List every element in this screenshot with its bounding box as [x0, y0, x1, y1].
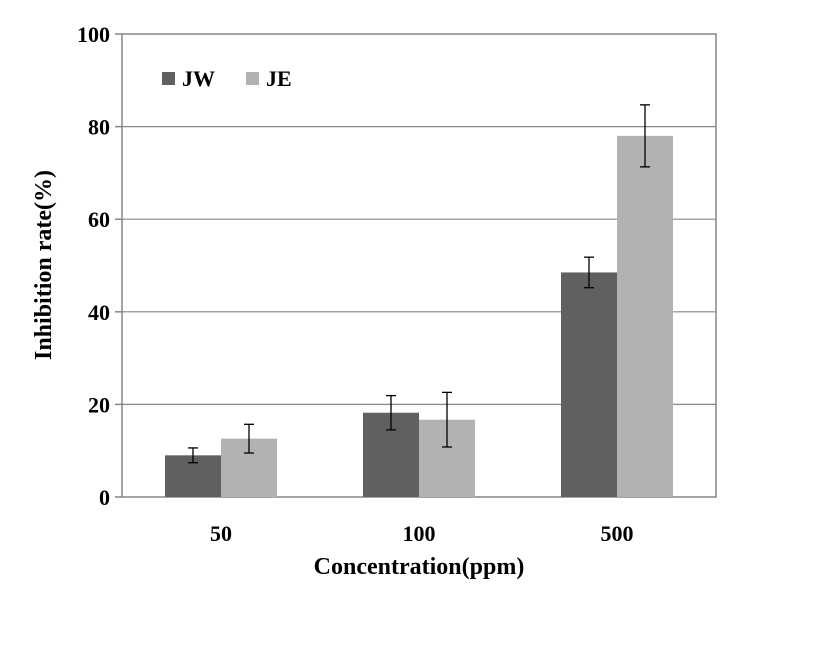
error-bar-jw-100	[386, 394, 396, 431]
y-tick-label: 0	[99, 485, 110, 510]
y-axis-ticks: 0 20 40 60 80 100	[77, 22, 122, 510]
y-tick-label: 60	[88, 207, 110, 232]
error-bar-je-100	[442, 391, 452, 448]
legend: JW JE	[162, 66, 292, 91]
x-tick-label: 100	[403, 521, 436, 546]
error-bar-je-500	[640, 104, 650, 168]
legend-swatch	[162, 72, 175, 85]
x-tick-label: 50	[210, 521, 232, 546]
legend-label: JW	[182, 66, 215, 91]
x-axis-label: Concentration(ppm)	[314, 554, 525, 580]
legend-item-jw: JW	[162, 66, 215, 91]
x-axis-ticks: 50 100 500	[210, 521, 634, 546]
legend-item-je: JE	[246, 66, 292, 91]
y-axis-label: Inhibition rate(%)	[31, 170, 57, 360]
y-tick-label: 80	[88, 115, 110, 140]
bars	[165, 135, 673, 498]
error-bar-je-50	[244, 423, 254, 454]
error-bar-jw-500	[584, 256, 594, 289]
legend-label: JE	[266, 66, 292, 91]
y-tick-label: 20	[88, 392, 110, 417]
error-bars	[188, 104, 650, 464]
y-tick-label: 100	[77, 22, 110, 47]
y-tick-label: 40	[88, 300, 110, 325]
bar-je-500	[617, 135, 673, 498]
bar-jw-500	[561, 272, 617, 497]
x-tick-label: 500	[601, 521, 634, 546]
legend-swatch	[246, 72, 259, 85]
error-bar-jw-50	[188, 447, 198, 464]
